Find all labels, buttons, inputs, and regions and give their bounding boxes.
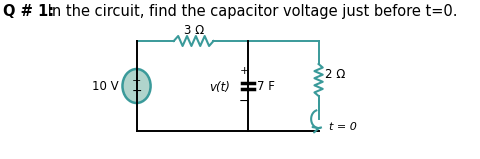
Circle shape — [122, 69, 151, 103]
Text: −: − — [132, 84, 142, 97]
Text: Q # 1:: Q # 1: — [3, 4, 54, 19]
Text: t = 0: t = 0 — [328, 122, 356, 132]
Text: v(t): v(t) — [209, 82, 230, 94]
Text: +: + — [240, 66, 249, 76]
Text: 3 Ω: 3 Ω — [183, 24, 204, 37]
Text: +: + — [132, 76, 141, 86]
Text: −: − — [239, 94, 250, 107]
Text: In the circuit, find the capacitor voltage just before t=0.: In the circuit, find the capacitor volta… — [43, 4, 457, 19]
Text: 7 F: 7 F — [256, 80, 275, 93]
Text: 2 Ω: 2 Ω — [325, 69, 346, 82]
Text: 10 V: 10 V — [92, 80, 119, 93]
